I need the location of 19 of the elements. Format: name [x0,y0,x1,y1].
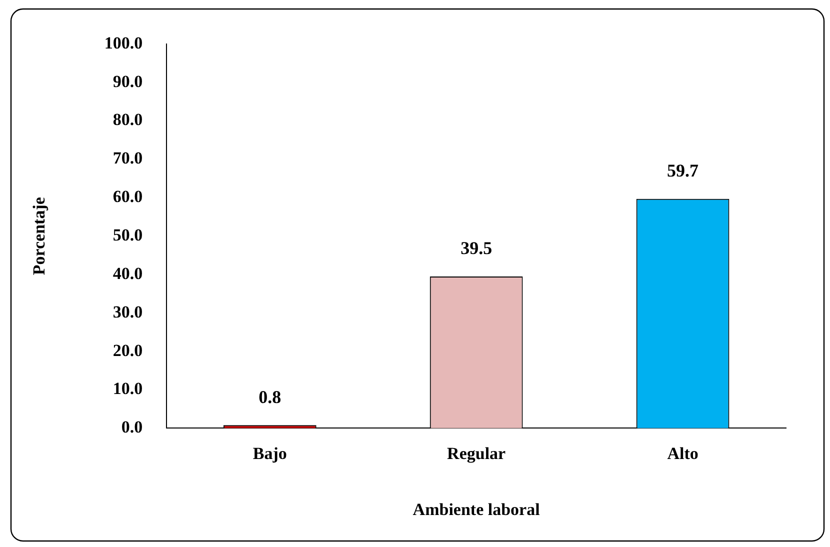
x-tick-label: Regular [447,444,506,463]
y-tick-label: 40.0 [112,264,143,283]
x-tick-label: Alto [667,444,698,463]
x-tick-label: Bajo [252,444,287,463]
y-tick-label: 60.0 [112,187,143,206]
y-tick-label: 90.0 [112,72,143,91]
x-axis-title: Ambiente laboral [412,500,540,520]
data-label: 39.5 [460,238,492,258]
data-label: 59.7 [667,160,699,180]
y-tick-label: 0.0 [121,418,143,437]
y-tick-label: 80.0 [112,110,143,130]
y-tick-label: 10.0 [112,379,143,398]
y-tick-label: 20.0 [112,340,143,360]
y-tick-label: 50.0 [112,225,143,244]
data-label: 0.8 [258,386,282,407]
y-tick-label: 100.0 [104,33,143,52]
y-axis-title: Porcentaje [30,196,49,276]
y-tick-label: 70.0 [112,148,143,168]
y-tick-label: 30.0 [112,302,143,322]
